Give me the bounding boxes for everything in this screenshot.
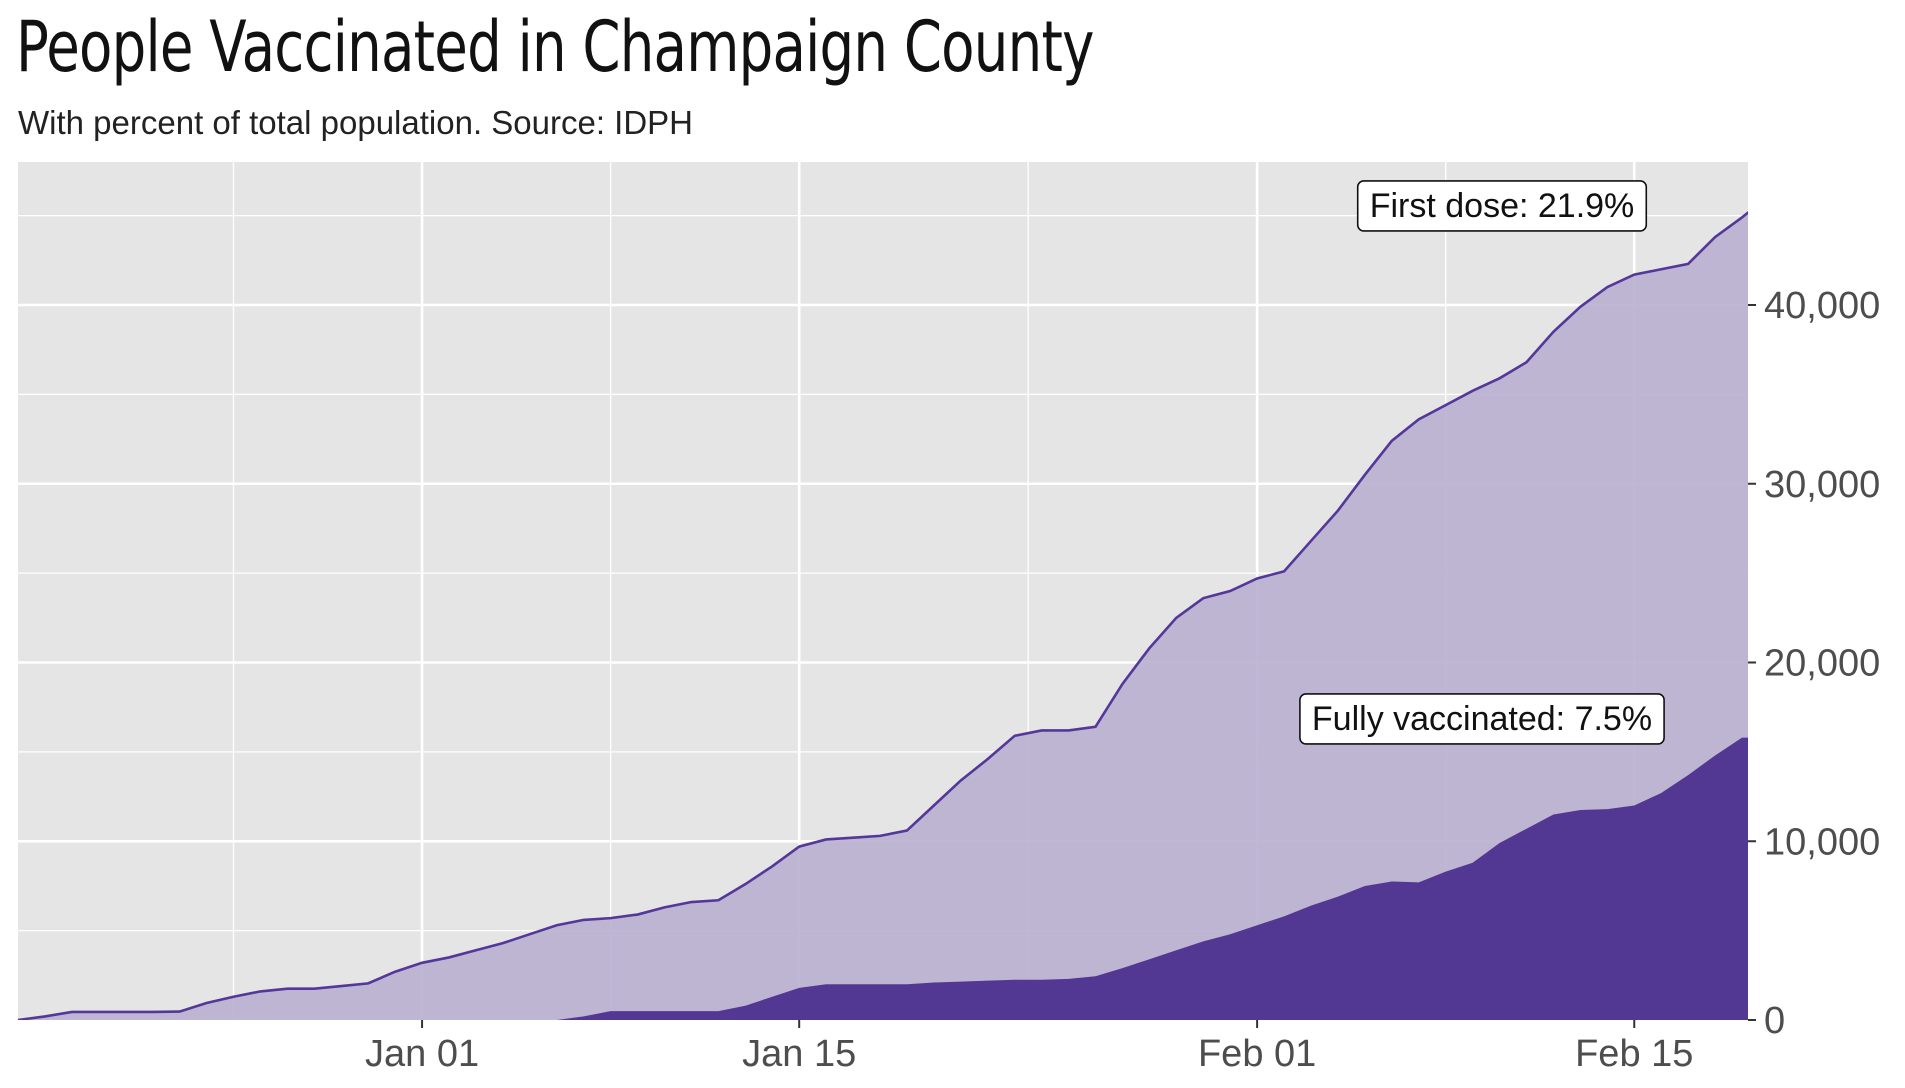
- fully-vaccinated-label-box: [1299, 693, 1665, 745]
- y-tick-label: 0: [1764, 1000, 1785, 1042]
- area-group: [18, 210, 1748, 1020]
- x-tick-label: Feb 01: [1198, 1033, 1316, 1075]
- first-dose-label: First dose: 21.9%: [1356, 180, 1648, 232]
- annotations: First dose: 21.9% Fully vaccinated: 7.5%: [1299, 180, 1665, 745]
- x-tick-label: Jan 15: [742, 1033, 856, 1075]
- first-dose-area: [18, 212, 1748, 1020]
- y-tick-label: 30,000: [1764, 464, 1880, 506]
- fully-vaccinated-area: [18, 737, 1748, 1020]
- y-tick-label: 40,000: [1764, 285, 1880, 327]
- x-tick-label: Jan 01: [365, 1033, 479, 1075]
- series-areas: [18, 210, 1748, 1020]
- fully-vaccinated-label: Fully vaccinated: 7.5%: [1299, 693, 1665, 745]
- first-dose-line: [18, 210, 1748, 1020]
- first-dose-label-text: First dose: 21.9%: [1370, 187, 1635, 225]
- axes: Jan 01 Jan 15 Feb 01 Feb 15 0 10,000 20,000 30,…: [365, 285, 1880, 1075]
- chart-title: People Vaccinated in Champaign County: [16, 6, 1094, 88]
- chart-subtitle: With percent of total population. Source…: [18, 104, 694, 141]
- x-tick-label: Feb 15: [1575, 1033, 1693, 1075]
- y-tick-label: 20,000: [1764, 643, 1880, 685]
- first-dose-label-box: [1356, 180, 1648, 232]
- fully-vaccinated-label-text: Fully vaccinated: 7.5%: [1312, 700, 1652, 738]
- y-tick-label: 10,000: [1764, 821, 1880, 863]
